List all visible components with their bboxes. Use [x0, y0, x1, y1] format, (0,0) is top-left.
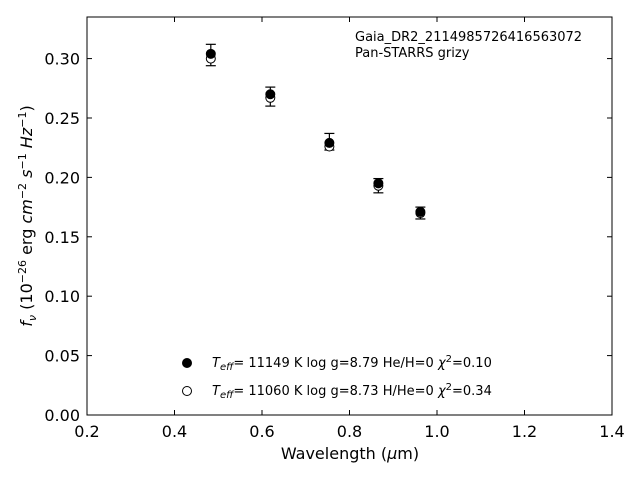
x-tick-label: 0.8 — [337, 422, 362, 441]
model-point-filled — [373, 178, 384, 189]
model-point-filled — [265, 89, 276, 100]
y-tick-label: 0.25 — [44, 109, 80, 128]
y-tick-label: 0.05 — [44, 347, 80, 366]
model-point-filled — [205, 48, 216, 59]
annotation-line-1: Gaia_DR2_2114985726416563072 — [355, 30, 582, 45]
y-tick-label: 0.10 — [44, 287, 80, 306]
x-axis-label: Wavelength (μm) — [281, 444, 419, 463]
x-tick-label: 0.2 — [74, 422, 99, 441]
x-tick-label: 1.0 — [424, 422, 449, 441]
legend-marker-filled — [182, 358, 192, 368]
legend: Teff= 11149 K log g=8.79 He/H=0 χ2=0.10 … — [182, 354, 492, 401]
legend-marker-open — [182, 386, 192, 396]
x-tick-label: 1.2 — [512, 422, 537, 441]
x-tick-label: 0.6 — [249, 422, 274, 441]
legend-entry-1: Teff= 11149 K log g=8.79 He/H=0 χ2=0.10 — [212, 354, 492, 373]
plot-frame — [86, 16, 613, 416]
annotation-line-2: Pan-STARRS grizy — [355, 46, 470, 61]
data-marks — [205, 43, 426, 220]
model-point-filled — [324, 137, 335, 148]
y-tick-label: 0.00 — [44, 406, 80, 425]
y-tick-label: 0.20 — [44, 168, 80, 187]
y-axis-label: fν (10−26 erg cm−2 s−1 Hz−1) — [16, 105, 39, 326]
y-tick-label: 0.30 — [44, 50, 80, 69]
tick-labels: 0.2 0.4 0.6 0.8 1.0 1.2 1.4 0.00 0.05 0.10 0.15 0.2… — [44, 50, 624, 441]
x-tick-label: 0.4 — [162, 422, 187, 441]
model-point-filled — [415, 206, 426, 217]
x-tick-label: 1.4 — [599, 422, 624, 441]
legend-entry-2: Teff= 11060 K log g=8.73 H/He=0 χ2=0.34 — [212, 382, 492, 401]
y-tick-label: 0.15 — [44, 228, 80, 247]
